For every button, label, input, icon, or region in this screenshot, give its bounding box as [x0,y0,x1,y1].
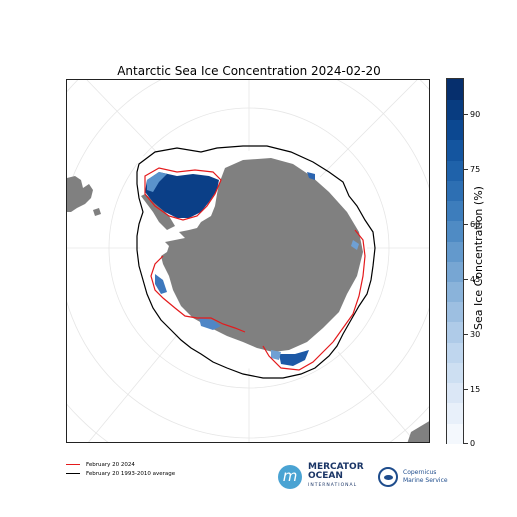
mercator-logo-line1: MERCATOR [308,462,364,472]
colorbar-tick [464,114,468,115]
colorbar-label: Sea Ice Concentration (%) [472,186,485,330]
colorbar-segment [447,119,463,141]
colorbar-tick-label: 0 [470,439,476,448]
colorbar-segment [447,139,463,161]
copernicus-marine-logo: Copernicus Marine Service [378,467,448,487]
mercator-logo-line2: OCEAN [308,471,343,481]
colorbar-segment [447,321,463,343]
map-title: Antarctic Sea Ice Concentration 2024-02-… [117,64,381,78]
east-ice-patch [307,172,315,180]
ice-edge-average-line [136,145,376,379]
ice-edge-2024-line-ross [262,341,334,371]
polar-map [67,80,429,442]
legend-label: February 20 1993-2010 average [86,470,176,477]
antarctica-land [161,158,363,352]
south-america-islands [93,208,101,216]
colorbar [446,78,464,444]
ice-edge-2024-line-east [332,229,366,343]
ross-sea-ice [279,350,309,366]
legend-item: February 20 2024 [66,460,175,469]
colorbar-segment [447,382,463,404]
amundsen-ice [199,318,221,330]
mercator-emblem-icon: m [278,464,302,489]
colorbar-tick [464,389,468,390]
copernicus-logo-line2: Marine Service [403,477,448,484]
colorbar-segment [447,220,463,242]
colorbar-tick [464,279,468,280]
colorbar-tick-label: 75 [470,165,481,174]
colorbar-segment [447,341,463,363]
colorbar-tick [464,169,468,170]
ice-edge-2024-line [144,167,222,221]
colorbar-tick [464,443,468,444]
colorbar-segment [447,402,463,424]
legend-swatch [66,472,80,475]
colorbar-segment [447,99,463,121]
map-panel [66,79,430,443]
colorbar-tick-label: 60 [470,220,481,229]
ross-sea-ice-light [271,350,281,360]
colorbar-tick-label: 15 [470,385,481,394]
colorbar-tick [464,224,468,225]
weddell-sea-ice [145,172,219,218]
mercator-ocean-logo: m MERCATOR OCEAN INTERNATIONAL [278,463,364,490]
colorbar-segment [447,159,463,181]
south-america-land [67,176,93,212]
legend-label: February 20 2024 [86,461,135,468]
legend-item: February 20 1993-2010 average [66,469,175,478]
colorbar-segment [447,261,463,282]
colorbar-segment [447,240,463,262]
legend: February 20 2024 February 20 1993-2010 a… [66,460,175,478]
bellingshausen-ice [155,274,167,294]
copernicus-emblem-icon [378,467,398,487]
colorbar-segment [447,362,463,384]
colorbar-tick-label: 45 [470,275,481,284]
colorbar-tick-label: 30 [470,330,481,339]
colorbar-tick-label: 90 [470,110,481,119]
bottom-right-land [407,421,429,442]
legend-swatch [66,463,80,466]
colorbar-segment [447,281,463,303]
colorbar-tick [464,334,468,335]
ice-edge-2024-line-west [150,255,246,333]
weddell-sea-ice-edge-light [147,172,167,192]
copernicus-logo-line1: Copernicus [403,469,437,476]
east-ice-patch-2 [351,240,359,250]
colorbar-segment [447,180,463,202]
colorbar-segment [447,79,463,100]
antarctic-peninsula [141,194,175,230]
colorbar-segment [447,301,463,323]
mercator-logo-line3: INTERNATIONAL [308,483,358,488]
colorbar-segment [447,200,463,222]
colorbar-segment [447,422,463,444]
